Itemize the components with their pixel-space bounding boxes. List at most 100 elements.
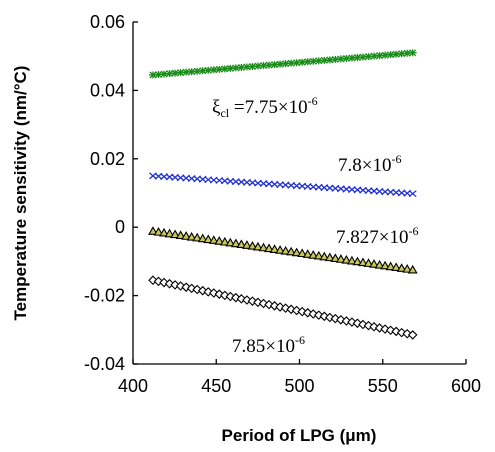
y-tick-label: 0.02: [90, 149, 125, 169]
data-point: [220, 65, 229, 73]
data-point: [397, 50, 406, 58]
data-point: [248, 62, 257, 70]
data-point: [164, 228, 175, 238]
data-point: [236, 239, 247, 249]
y-ticks: 0.06 0.04 0.02 0 -0.02 -0.04: [84, 12, 138, 374]
series-2: [149, 172, 417, 198]
data-point: [385, 261, 396, 271]
data-point: [186, 231, 197, 241]
data-point: [363, 258, 374, 267]
series-3: [148, 226, 418, 274]
data-point: [313, 250, 324, 260]
data-point: [287, 59, 296, 67]
data-point: [270, 61, 279, 69]
data-point: [292, 59, 301, 67]
data-point: [242, 63, 251, 71]
data-point: [325, 56, 334, 64]
data-point: [308, 250, 319, 259]
data-point: [330, 253, 341, 262]
data-point: [374, 259, 385, 269]
annotation-series-1-subscript: cl: [220, 106, 229, 120]
y-tick-label: 0: [115, 217, 125, 237]
annotations: ξcl =7.75×10-6 7.8×10-6 7.827×10-6 7.85×…: [212, 94, 418, 357]
data-point: [247, 240, 258, 250]
data-point: [358, 53, 367, 61]
annotation-series-3-text: 7.827×10: [336, 227, 408, 248]
data-point: [314, 57, 323, 65]
data-point: [331, 55, 340, 63]
annotation-series-1-prefix: ξ: [212, 97, 221, 118]
data-point: [391, 262, 402, 272]
data-point: [396, 263, 407, 272]
data-point: [148, 71, 157, 79]
data-point: [291, 247, 302, 257]
data-point: [265, 61, 274, 69]
y-tick-label: 0.06: [90, 12, 125, 32]
data-point: [253, 241, 263, 251]
data-point: [175, 230, 186, 239]
data-point: [297, 248, 308, 258]
data-point: [208, 235, 219, 244]
annotation-series-2: 7.8×10-6: [338, 152, 401, 176]
data-point: [198, 67, 207, 75]
data-point: [159, 227, 169, 237]
data-point: [171, 69, 180, 77]
data-point: [230, 238, 241, 248]
data-point: [303, 58, 312, 66]
data-point: [181, 231, 192, 240]
data-point: [237, 63, 246, 71]
data-point: [264, 243, 274, 253]
data-point: [259, 62, 268, 70]
annotation-series-4: 7.85×10-6: [232, 333, 305, 357]
annotation-series-3: 7.827×10-6: [336, 224, 418, 248]
series-4: [148, 275, 418, 340]
data-point: [342, 54, 351, 62]
data-point: [381, 51, 390, 59]
data-point: [165, 70, 174, 78]
x-tick-label: 450: [201, 376, 231, 396]
data-point: [269, 244, 280, 253]
x-tick-label: 500: [284, 376, 314, 396]
data-point: [408, 49, 417, 57]
data-point: [309, 57, 318, 65]
data-point: [154, 71, 163, 79]
data-point: [204, 66, 213, 74]
data-point: [302, 249, 313, 258]
series-layer: [148, 49, 418, 340]
data-point: [214, 236, 225, 245]
y-tick-label: -0.02: [84, 286, 125, 306]
data-point: [380, 260, 391, 270]
annotation-series-2-text: 7.8×10: [338, 155, 391, 176]
data-point: [187, 68, 196, 76]
data-point: [241, 240, 252, 249]
data-point: [225, 237, 236, 247]
y-axis-title: Temperature sensitivity (nm/°C): [11, 66, 30, 321]
annotation-series-2-exponent: -6: [391, 152, 401, 166]
data-point: [346, 255, 357, 265]
x-ticks: 400 450 500 550 600: [118, 359, 481, 396]
data-point: [192, 232, 203, 242]
data-point: [352, 256, 363, 266]
series-1: [148, 49, 417, 79]
data-point: [407, 330, 418, 340]
annotation-series-1-text: =7.75×10: [229, 97, 307, 118]
data-point: [369, 259, 379, 268]
annotation-series-1: ξcl =7.75×10-6: [212, 94, 318, 120]
data-point: [160, 70, 169, 78]
data-point: [275, 245, 286, 254]
data-point: [231, 64, 240, 72]
annotation-series-1-exponent: -6: [308, 94, 318, 108]
data-point: [335, 254, 346, 263]
data-point: [253, 62, 262, 70]
data-point: [336, 55, 345, 63]
data-point: [347, 54, 356, 62]
data-point: [170, 229, 181, 239]
y-tick-label: -0.04: [84, 354, 125, 374]
annotation-series-4-text: 7.85×10: [232, 336, 295, 357]
data-point: [319, 251, 330, 261]
data-point: [392, 50, 401, 58]
data-point: [298, 58, 307, 66]
annotation-series-3-exponent: -6: [408, 224, 418, 238]
data-point: [353, 54, 362, 62]
